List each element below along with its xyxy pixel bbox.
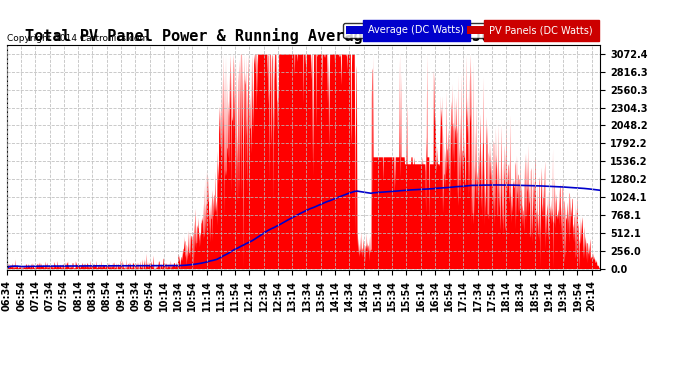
Legend: Average (DC Watts), PV Panels (DC Watts): Average (DC Watts), PV Panels (DC Watts) [344, 23, 595, 38]
Title: Total PV Panel Power & Running Average Power Wed Jun 18 20:41: Total PV Panel Power & Running Average P… [26, 28, 582, 44]
Text: Copyright 2014 Cartronics.com: Copyright 2014 Cartronics.com [7, 34, 148, 43]
